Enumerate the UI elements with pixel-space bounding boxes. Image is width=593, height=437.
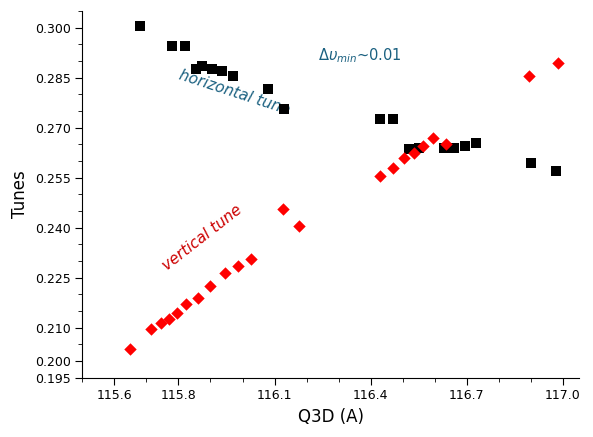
Point	[388, 164, 398, 171]
Point	[388, 116, 398, 123]
Point	[228, 73, 238, 80]
Point	[180, 42, 190, 49]
Point	[419, 142, 428, 149]
Point	[192, 66, 201, 73]
X-axis label: Q3D (A): Q3D (A)	[298, 408, 364, 426]
Point	[471, 139, 481, 146]
Text: $\Delta\upsilon_{min}$~0.01: $\Delta\upsilon_{min}$~0.01	[318, 47, 401, 66]
Point	[146, 326, 156, 333]
Point	[164, 316, 174, 323]
Point	[553, 59, 563, 66]
Point	[206, 282, 215, 289]
Point	[294, 222, 303, 229]
Point	[375, 173, 385, 180]
Point	[156, 319, 165, 326]
Point	[193, 294, 202, 301]
Text: horizontal tune: horizontal tune	[177, 68, 292, 118]
Point	[278, 206, 287, 213]
Point	[400, 154, 409, 161]
Point	[524, 73, 534, 80]
Point	[526, 159, 535, 166]
Point	[197, 62, 207, 69]
Point	[172, 309, 181, 316]
Point	[409, 149, 419, 156]
Point	[167, 42, 177, 49]
Text: vertical tune: vertical tune	[160, 202, 245, 273]
Point	[439, 144, 449, 151]
Point	[449, 144, 458, 151]
Point	[460, 142, 470, 149]
Y-axis label: Tunes: Tunes	[11, 170, 29, 218]
Point	[220, 269, 229, 276]
Point	[551, 167, 561, 174]
Point	[428, 134, 438, 141]
Point	[441, 141, 451, 148]
Point	[217, 68, 227, 75]
Point	[404, 146, 414, 153]
Point	[181, 301, 191, 308]
Point	[208, 66, 217, 73]
Point	[375, 116, 385, 123]
Point	[135, 23, 145, 30]
Point	[414, 144, 423, 151]
Point	[263, 86, 273, 93]
Point	[279, 106, 289, 113]
Point	[233, 263, 243, 270]
Point	[246, 256, 255, 263]
Point	[126, 346, 135, 353]
